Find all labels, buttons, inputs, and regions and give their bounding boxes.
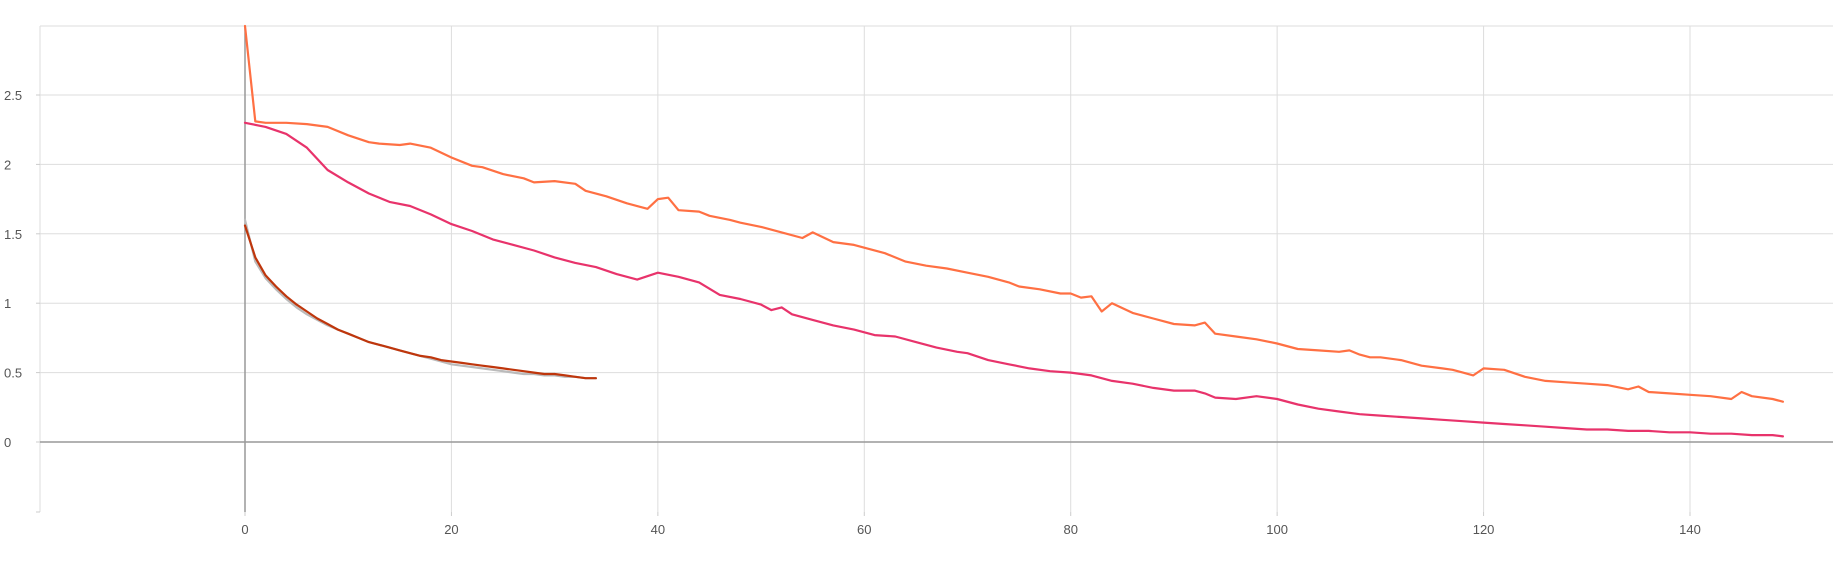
x-tick-label: 40 xyxy=(651,522,665,537)
series-line-1 xyxy=(243,24,1785,403)
grid xyxy=(36,25,1833,516)
x-tick-label: 80 xyxy=(1063,522,1077,537)
y-tick-label: 2.5 xyxy=(4,88,22,103)
x-tick-label: 0 xyxy=(241,522,248,537)
x-tick-label: 60 xyxy=(857,522,871,537)
x-tick-label: 100 xyxy=(1266,522,1288,537)
x-tick-label: 140 xyxy=(1679,522,1701,537)
series-line-2 xyxy=(243,121,1785,438)
tick-labels: 0 20 40 60 80 100 120 140 0 0.5 1 1.5 2 2.5 xyxy=(4,88,1701,537)
y-tick-label: 0 xyxy=(4,435,11,450)
x-tick-label: 120 xyxy=(1473,522,1495,537)
x-tick-label: 20 xyxy=(444,522,458,537)
series-line-4 xyxy=(243,224,598,380)
series-line-3 xyxy=(243,218,598,380)
y-tick-label: 1 xyxy=(4,296,11,311)
axes xyxy=(40,26,1833,512)
series-lines xyxy=(243,24,1785,438)
y-tick-label: 0.5 xyxy=(4,366,22,381)
y-tick-label: 1.5 xyxy=(4,227,22,242)
y-tick-label: 2 xyxy=(4,157,11,172)
